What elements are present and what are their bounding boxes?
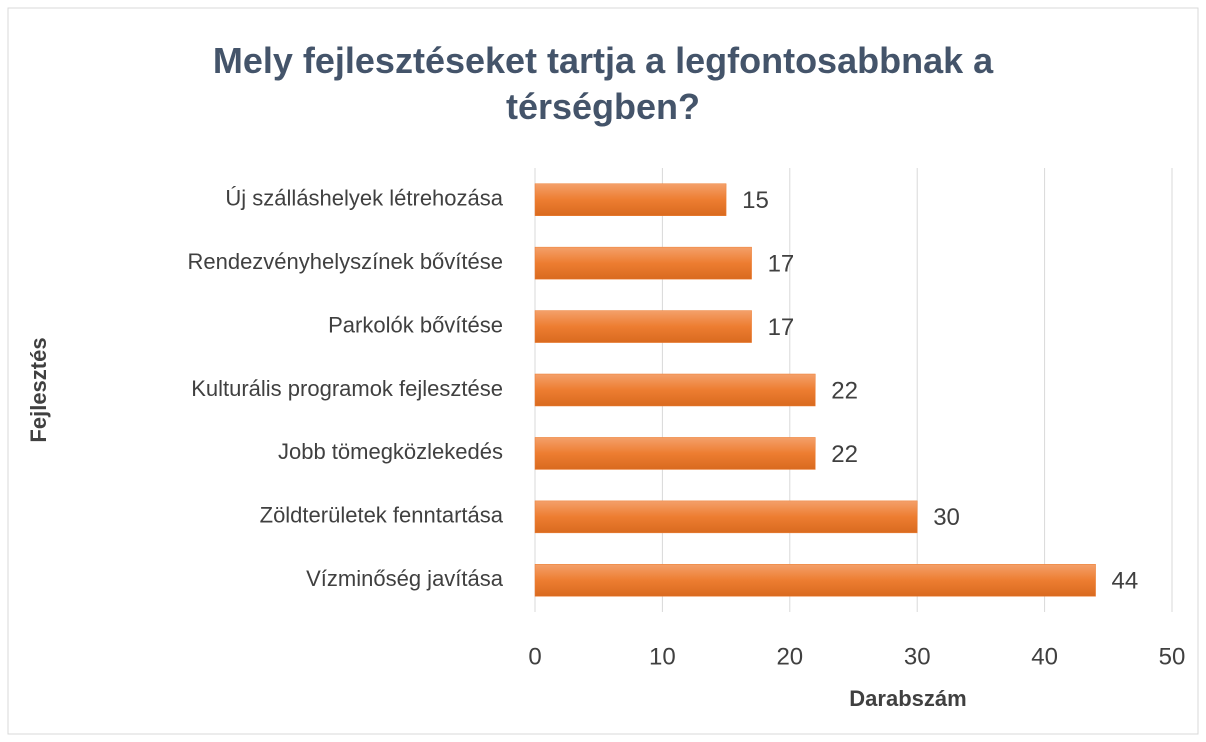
y-tick-label: Parkolók bővítése: [328, 312, 503, 337]
x-tick-label: 50: [1159, 643, 1186, 670]
data-label: 17: [768, 250, 795, 277]
data-label: 17: [768, 314, 795, 341]
data-label: 15: [742, 187, 769, 214]
bar: [534, 500, 918, 534]
x-tick-label: 40: [1031, 643, 1058, 670]
data-label: 30: [933, 504, 960, 531]
y-tick-label: Vízminőség javítása: [306, 566, 504, 591]
x-tick-label: 0: [528, 643, 541, 670]
data-label: 22: [831, 441, 858, 468]
bar: [534, 564, 1096, 597]
x-tick-label: 10: [649, 643, 676, 670]
bar: [534, 183, 727, 216]
y-tick-label: Rendezvényhelyszínek bővítése: [187, 249, 503, 274]
bar: [534, 437, 816, 470]
x-axis-title: Darabszám: [849, 686, 966, 711]
chart-border: [7, 7, 1199, 735]
chart-title: Mely fejlesztéseket tartja a legfontosab…: [212, 40, 994, 127]
data-label: 22: [831, 377, 858, 404]
y-tick-label: Zöldterületek fenntartása: [260, 503, 504, 528]
bar: [534, 246, 752, 280]
x-tick-label: 30: [904, 643, 931, 670]
y-tick-label: Jobb tömegközlekedés: [278, 439, 503, 464]
y-tick-label: Új szálláshelyek létrehozása: [225, 186, 503, 211]
data-label: 44: [1112, 568, 1139, 595]
bar: [534, 373, 816, 407]
x-tick-label: 20: [776, 643, 803, 670]
y-tick-label: Kulturális programok fejlesztése: [191, 376, 503, 401]
bar: [534, 310, 752, 343]
y-axis-title: Fejlesztés: [26, 337, 51, 442]
